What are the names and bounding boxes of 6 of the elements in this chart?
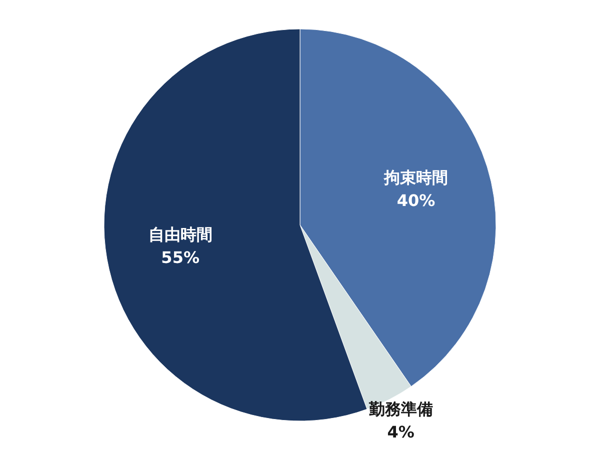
slice-label: 自由時間 [148,225,212,244]
slice-label: 拘束時間 [383,168,448,187]
data-label: 4% [387,422,414,442]
data-label: 55% [161,248,200,268]
data-label: 40% [396,190,436,210]
slice-label: 勤務準備 [368,400,433,419]
